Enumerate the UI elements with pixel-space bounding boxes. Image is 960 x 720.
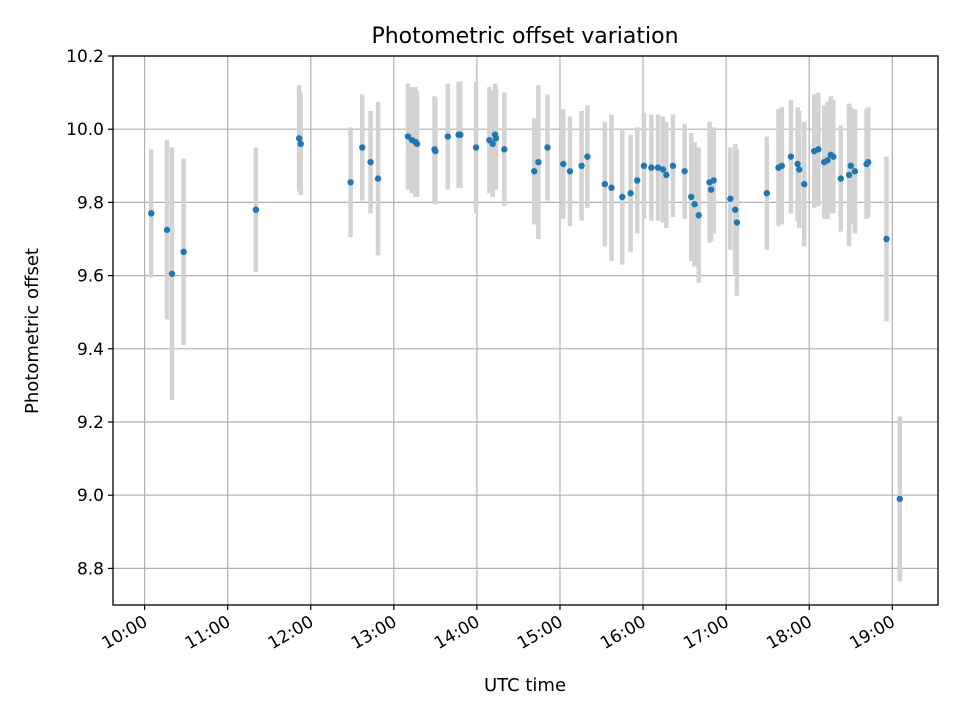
data-point (654, 164, 662, 171)
data-point (619, 193, 626, 201)
chart-title: Photometric offset variation (371, 24, 678, 49)
data-point (883, 235, 890, 243)
data-point (297, 140, 304, 148)
data-point (640, 162, 648, 169)
data-point (413, 140, 421, 148)
y-tick-label: 10.0 (66, 120, 104, 140)
data-point (444, 133, 452, 140)
data-point (168, 270, 176, 277)
data-point (695, 212, 702, 219)
data-point (374, 175, 382, 182)
data-point (252, 206, 260, 213)
data-point (763, 190, 771, 197)
data-point (531, 168, 538, 175)
data-point (648, 164, 655, 171)
data-point (535, 158, 542, 166)
y-tick-label: 10.2 (66, 47, 104, 67)
y-tick-label: 9.6 (77, 267, 104, 287)
data-point (707, 186, 715, 193)
data-point (560, 160, 567, 168)
data-point (845, 171, 853, 179)
data-point (457, 131, 464, 138)
data-point (347, 179, 354, 186)
y-tick-label: 9.2 (77, 413, 104, 433)
data-point (601, 180, 609, 188)
data-point (578, 162, 585, 169)
data-point (837, 175, 844, 182)
data-point (659, 166, 667, 173)
data-point (787, 153, 795, 160)
data-point (851, 168, 859, 175)
data-point (865, 158, 872, 166)
x-axis-label: UTC time (484, 675, 566, 696)
data-point (163, 226, 171, 234)
data-point (180, 248, 187, 256)
data-point (847, 162, 854, 169)
data-point (710, 177, 717, 184)
data-point (815, 146, 822, 153)
y-tick-label: 9.4 (77, 340, 104, 360)
data-point (732, 206, 739, 213)
grid-lines (113, 55, 938, 605)
data-point (727, 195, 734, 202)
data-point (148, 210, 155, 217)
data-point (896, 495, 903, 503)
y-tick-label: 9.8 (77, 193, 104, 213)
data-point (681, 168, 688, 175)
y-tick-label: 9.0 (77, 486, 104, 506)
data-point (796, 166, 803, 173)
data-point (663, 171, 670, 179)
data-point (627, 190, 634, 197)
data-point (359, 144, 366, 151)
data-point (824, 157, 831, 164)
data-point (608, 184, 615, 191)
data-point (669, 162, 677, 169)
data-point (584, 153, 591, 160)
data-point (688, 193, 695, 201)
data-point (492, 135, 500, 142)
data-point (472, 144, 480, 151)
data-points (148, 131, 903, 503)
data-point (432, 147, 439, 155)
data-point (367, 158, 374, 166)
data-point (691, 201, 698, 208)
data-point (295, 135, 303, 142)
data-point (489, 140, 496, 148)
plot-frame (112, 55, 939, 606)
data-point (634, 177, 641, 184)
data-point (501, 146, 508, 153)
y-axis-label: Photometric offset (22, 248, 43, 414)
data-point (794, 160, 801, 168)
data-point (801, 180, 808, 188)
data-point (544, 144, 551, 151)
data-point (566, 168, 574, 175)
data-point (778, 162, 786, 169)
data-point (830, 153, 837, 160)
y-tick-label: 8.8 (77, 559, 104, 579)
data-point (733, 219, 741, 226)
data-point (404, 133, 412, 140)
